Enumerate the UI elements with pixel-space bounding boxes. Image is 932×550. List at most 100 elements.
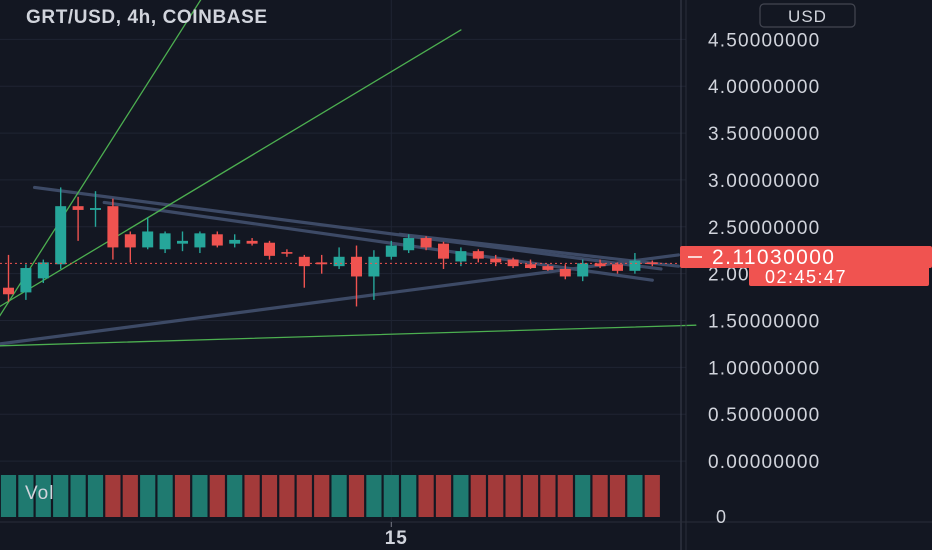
candle-body [351,256,362,277]
candle[interactable] [507,257,519,269]
volume-bar [227,475,243,517]
volume-bar [209,475,225,517]
candle[interactable] [490,254,502,267]
candle[interactable] [37,259,49,284]
candle[interactable] [351,245,362,307]
candle[interactable] [403,234,415,254]
volume-bar [557,475,573,517]
trendline-green[interactable] [0,0,217,317]
candle[interactable] [385,240,397,260]
candle[interactable] [559,264,571,280]
candle[interactable] [72,196,84,241]
candle-body [455,251,467,262]
volume-bar [53,475,69,517]
candle-body [194,233,206,248]
candle-body [438,243,449,259]
volume-bar [488,475,504,517]
candle[interactable] [525,259,536,269]
volume-bar [348,475,365,517]
candle[interactable] [420,236,432,251]
volume-bar [18,475,34,517]
candle[interactable] [472,249,484,263]
candle-body [124,234,136,248]
volume-bar [314,475,330,517]
candle-body [211,234,223,246]
currency-button[interactable]: USD [759,3,856,28]
volume-bar [505,475,521,517]
candle-body [646,262,658,265]
candle[interactable] [246,238,258,246]
trendline-gray[interactable] [32,185,663,271]
y-tick-label: 3.50000000 [708,124,820,145]
countdown-label-bg [749,266,929,286]
currency-label: USD [788,7,827,26]
candle-body [612,264,623,271]
volume-bar [244,475,260,517]
last-price-text: 2.11030000 [712,246,835,269]
trendline-green[interactable] [0,29,462,308]
candle[interactable] [298,254,310,288]
y-tick-label: 4.00000000 [708,77,820,98]
volume-bar [192,475,208,517]
volume-bar [401,475,417,517]
volume-bar [453,475,469,517]
currency-button-frame [759,3,856,28]
time-axis-label: 15 [385,528,408,549]
candle[interactable] [20,264,32,300]
candle[interactable] [438,241,449,269]
candle[interactable] [612,262,623,274]
candle-body [281,252,293,254]
candle[interactable] [629,253,641,274]
candle[interactable] [333,247,345,269]
countdown-text: 02:45:47 [765,267,847,287]
candle-body [577,263,589,277]
volume-bar [575,475,591,517]
candle[interactable] [542,264,554,271]
candle-body [264,242,275,256]
volume-bar [470,475,486,517]
volume-bar [174,475,191,517]
y-tick-label: 0.50000000 [708,405,820,426]
candle[interactable] [281,249,293,257]
candle[interactable] [107,198,119,260]
candle-body [37,262,49,279]
candle[interactable] [124,231,136,263]
volume-bar [592,475,608,517]
y-tick-label: 0.00000000 [708,452,820,473]
volume-bar [296,475,312,517]
candle[interactable] [211,231,223,248]
trendline-green[interactable] [0,324,697,347]
candle-body [72,206,84,210]
y-tick-label: 1.50000000 [708,312,820,333]
price-axis[interactable]: 4.50000000 4.00000000 3.50000000 3.00000000… [708,30,820,473]
trendline-gray[interactable] [102,200,654,282]
candle[interactable] [159,231,171,254]
candle[interactable] [3,254,14,302]
candle-body [20,268,32,293]
candle[interactable] [646,260,658,267]
volume-bar [261,475,278,517]
volume-bar [140,475,156,517]
candle-body [159,233,171,250]
volume-bar [105,475,121,517]
volume-axis-label: 0 [716,507,726,527]
candle[interactable] [194,231,206,254]
candle[interactable] [368,250,380,300]
candle-body [107,206,119,248]
candle[interactable] [264,240,275,260]
candle-body [490,258,502,263]
candle[interactable] [90,191,101,227]
volume-bar [0,475,17,517]
volume-bar [35,475,51,517]
candle-body [472,251,484,259]
candle[interactable] [177,231,188,252]
y-tick-label: 1.00000000 [708,358,820,379]
candle[interactable] [55,187,67,269]
candle-body [142,231,154,248]
candle[interactable] [577,259,589,282]
volume-bar [435,475,452,517]
candle[interactable] [142,217,154,250]
candle[interactable] [229,234,241,248]
